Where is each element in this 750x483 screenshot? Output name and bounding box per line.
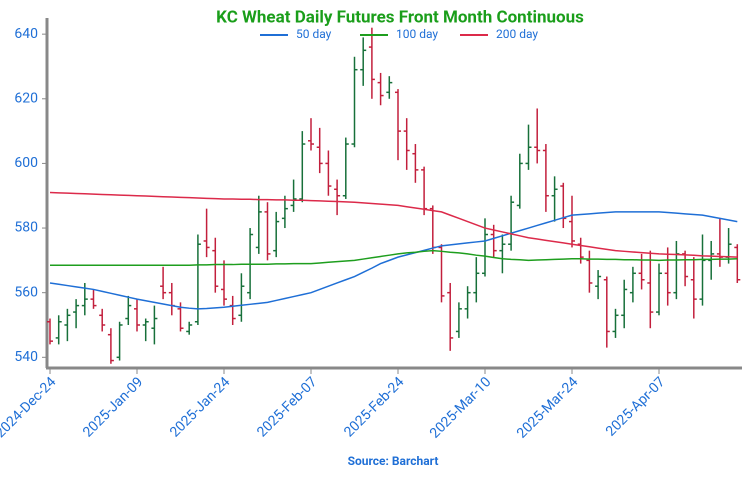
x-tick-label: 2025-Apr-07 bbox=[603, 374, 669, 440]
y-tick-label: 620 bbox=[14, 90, 38, 106]
moving-average-line bbox=[49, 211, 738, 310]
x-tick-label: 2025-Jan-09 bbox=[80, 374, 146, 440]
source-note: Source: Barchart bbox=[348, 454, 439, 468]
x-tick-label: 2025-Mar-24 bbox=[514, 374, 582, 442]
chart-title: KC Wheat Daily Futures Front Month Conti… bbox=[216, 7, 584, 27]
y-tick-label: 600 bbox=[14, 155, 38, 171]
y-tick-label: 580 bbox=[14, 220, 38, 236]
y-tick-label: 640 bbox=[14, 26, 38, 42]
y-tick-label: 540 bbox=[14, 349, 38, 365]
x-tick-label: 2024-Dec-24 bbox=[0, 374, 60, 441]
moving-average-line bbox=[49, 191, 738, 258]
x-tick-label: 2025-Jan-24 bbox=[167, 374, 234, 441]
x-tick-label: 2025-Mar-10 bbox=[427, 374, 495, 442]
legend-label: 50 day bbox=[296, 27, 332, 41]
legend-label: 100 day bbox=[396, 27, 438, 41]
x-tick-label: 2025-Feb-07 bbox=[254, 374, 320, 440]
x-tick-label: 2025-Feb-24 bbox=[341, 374, 407, 440]
legend-label: 200 day bbox=[496, 27, 538, 41]
moving-average-line bbox=[50, 249, 738, 266]
y-tick-label: 560 bbox=[14, 284, 38, 300]
